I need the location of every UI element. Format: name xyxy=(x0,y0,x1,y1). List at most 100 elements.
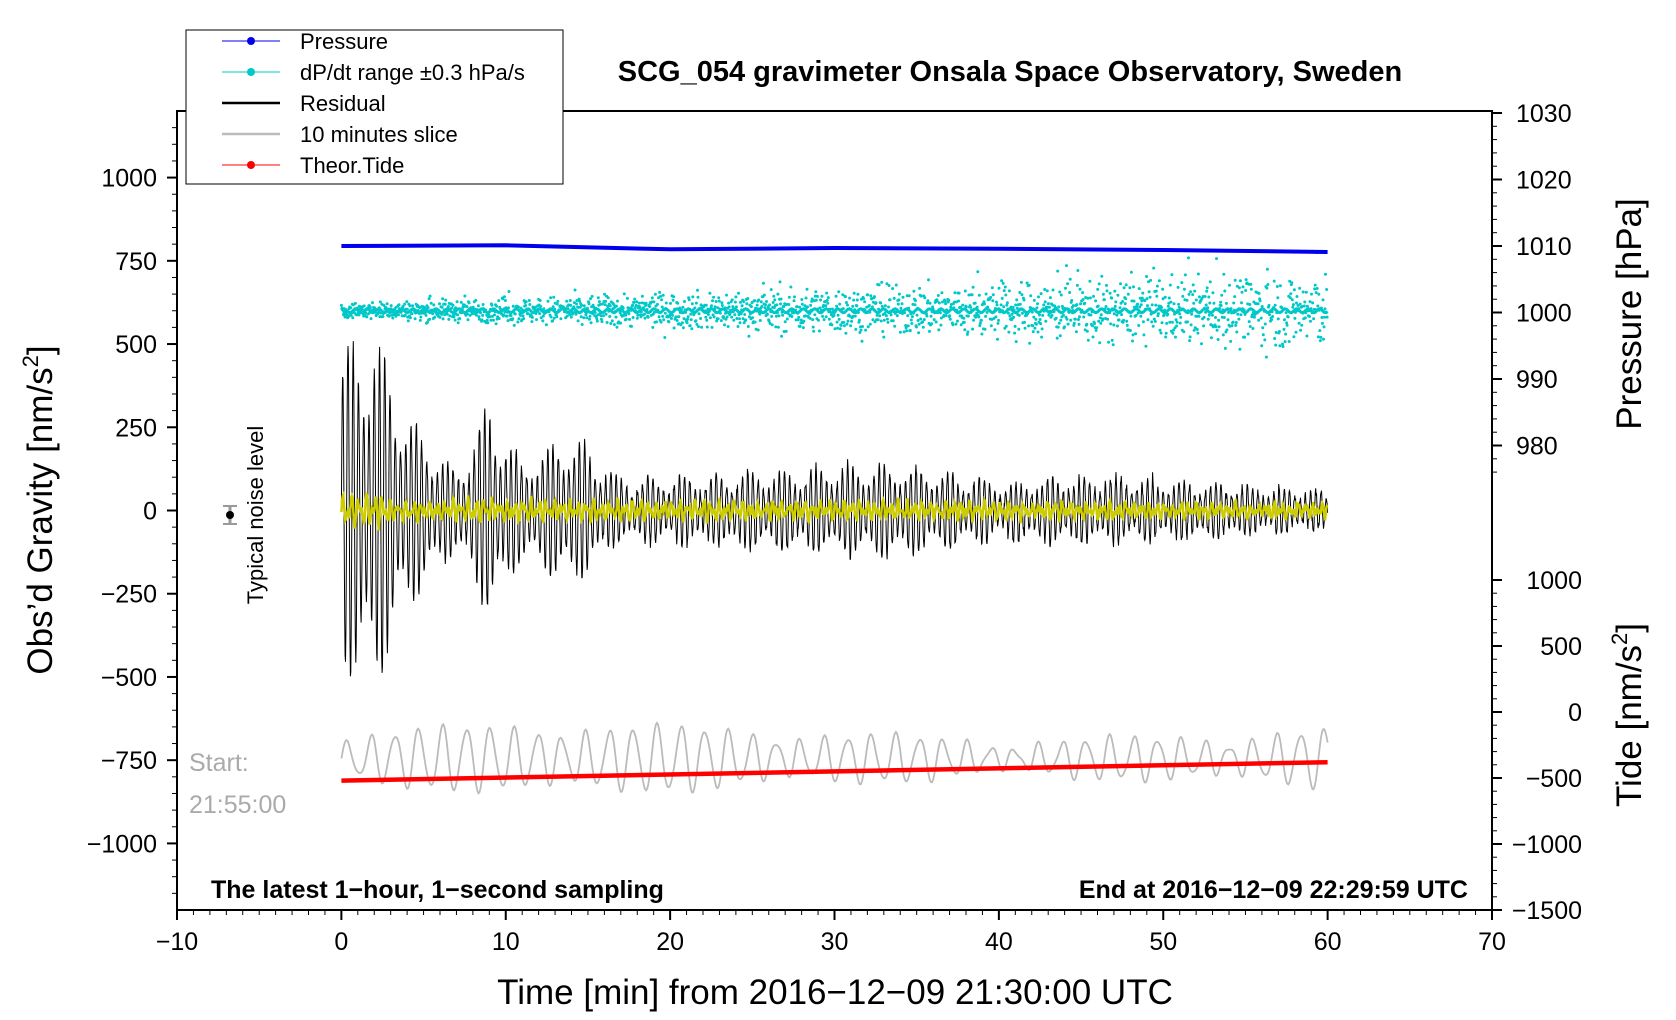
legend-label: 10 minutes slice xyxy=(300,122,458,147)
dpdt-point xyxy=(1022,298,1026,302)
dpdt-point xyxy=(1013,324,1017,328)
dpdt-point xyxy=(835,320,839,324)
dpdt-point xyxy=(493,313,496,317)
dpdt-point xyxy=(1031,324,1035,328)
dpdt-point xyxy=(1214,316,1217,319)
dpdt-point xyxy=(432,303,436,307)
dpdt-point xyxy=(569,303,573,307)
dpdt-point xyxy=(584,311,588,315)
dpdt-point xyxy=(468,313,472,317)
dpdt-point xyxy=(1137,287,1141,291)
dpdt-point xyxy=(1017,313,1021,317)
dpdt-point xyxy=(874,301,878,305)
dpdt-point xyxy=(497,317,501,320)
dpdt-point xyxy=(808,316,812,320)
dpdt-point xyxy=(448,314,452,318)
dpdt-point xyxy=(476,304,480,308)
dpdt-point xyxy=(652,310,656,314)
dpdt-point xyxy=(1181,294,1185,298)
dpdt-point xyxy=(622,292,626,296)
dpdt-point xyxy=(371,301,374,305)
dpdt-point xyxy=(1105,283,1108,287)
dpdt-point xyxy=(774,314,778,318)
dpdt-point xyxy=(585,316,589,320)
dpdt-point xyxy=(1075,303,1079,307)
dpdt-point xyxy=(978,321,982,325)
dpdt-point xyxy=(1082,315,1086,319)
dpdt-point xyxy=(597,300,601,304)
dpdt-point xyxy=(1155,294,1159,298)
dpdt-point xyxy=(763,306,767,310)
dpdt-point xyxy=(446,305,450,308)
dpdt-point xyxy=(670,317,673,320)
dpdt-point xyxy=(364,311,368,315)
tide-tick-label: −1000 xyxy=(1512,831,1582,859)
dpdt-point xyxy=(1118,306,1122,310)
pressure-line xyxy=(341,243,1328,254)
dpdt-point xyxy=(1071,304,1075,308)
dpdt-point xyxy=(1294,330,1298,334)
dpdt-point xyxy=(854,327,858,331)
dpdt-point xyxy=(928,329,931,333)
x-axis-label: Time [min] from 2016−12−09 21:30:00 UTC xyxy=(497,973,1173,1012)
dpdt-point xyxy=(1014,340,1018,344)
dpdt-point xyxy=(1244,289,1248,292)
dpdt-point xyxy=(873,295,876,299)
dpdt-point xyxy=(844,301,848,304)
dpdt-point xyxy=(1299,328,1303,332)
dpdt-point xyxy=(1005,301,1009,305)
dpdt-point xyxy=(1101,317,1105,321)
dpdt-point xyxy=(1325,315,1329,319)
dpdt-point xyxy=(1305,304,1309,308)
dpdt-point xyxy=(411,304,414,308)
dpdt-point xyxy=(1126,292,1130,296)
dpdt-point xyxy=(1011,305,1015,309)
dpdt-point xyxy=(850,319,854,323)
dpdt-point xyxy=(959,323,963,327)
dpdt-point xyxy=(1263,338,1267,342)
dpdt-point xyxy=(694,319,698,323)
dpdt-point xyxy=(631,303,635,307)
dpdt-point xyxy=(426,320,429,324)
dpdt-point xyxy=(761,281,765,285)
dpdt-point xyxy=(655,320,658,324)
dpdt-point xyxy=(1119,282,1122,286)
dpdt-point xyxy=(381,315,385,318)
dpdt-point xyxy=(1097,319,1101,323)
pressure-tick-label: 1010 xyxy=(1516,233,1572,261)
dpdt-point xyxy=(1267,303,1271,307)
dpdt-point xyxy=(440,305,444,309)
dpdt-point xyxy=(1111,343,1115,347)
dpdt-point xyxy=(1285,323,1289,327)
dpdt-point xyxy=(477,317,481,321)
dpdt-point xyxy=(1320,316,1324,319)
dpdt-point xyxy=(1241,285,1245,289)
dpdt-point xyxy=(956,319,959,323)
dpdt-point xyxy=(636,313,640,317)
dpdt-point xyxy=(378,300,382,304)
dpdt-point xyxy=(939,323,943,327)
dpdt-point xyxy=(1154,289,1158,293)
dpdt-point xyxy=(1109,322,1113,326)
pressure-tick-label: 1000 xyxy=(1516,300,1572,328)
y-tick-label: 500 xyxy=(115,331,157,359)
dpdt-point xyxy=(901,295,905,299)
dpdt-point xyxy=(1083,301,1087,305)
dpdt-point xyxy=(811,318,815,322)
dpdt-point xyxy=(1283,318,1286,322)
dpdt-point xyxy=(582,304,586,308)
dpdt-point xyxy=(1112,312,1116,316)
dpdt-point xyxy=(1281,342,1284,346)
dpdt-point xyxy=(969,305,972,309)
dpdt-point xyxy=(995,300,998,304)
dpdt-point xyxy=(875,313,879,317)
dpdt-point xyxy=(552,316,556,320)
dpdt-point xyxy=(913,303,917,307)
tide-tick-label: 500 xyxy=(1540,633,1582,661)
dpdt-point xyxy=(898,330,902,334)
dpdt-point xyxy=(1288,296,1292,300)
dpdt-point xyxy=(539,304,543,308)
dpdt-point xyxy=(842,320,846,324)
dpdt-point xyxy=(676,301,680,305)
dpdt-point xyxy=(612,303,616,307)
